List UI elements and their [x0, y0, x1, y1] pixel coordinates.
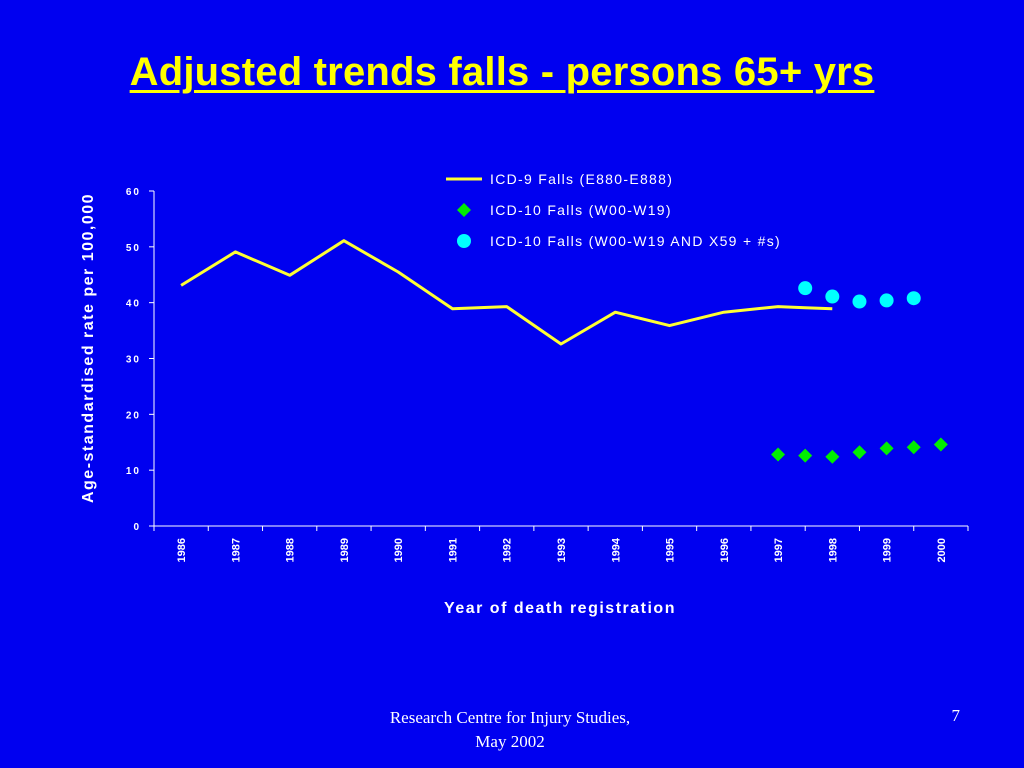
- plot-area: [180, 239, 948, 464]
- page-number: 7: [951, 706, 961, 725]
- x-tick-label: 1997: [773, 538, 785, 562]
- x-tick-label: 1995: [665, 538, 677, 562]
- data-point-icd10-diamond: [852, 445, 867, 460]
- y-tick-label: 40: [126, 299, 141, 310]
- data-point-icd10-diamond: [906, 440, 921, 455]
- y-tick-label: 20: [126, 410, 141, 421]
- x-tick-label: 1994: [610, 537, 622, 562]
- legend-label: ICD-9 Falls (E880-E888): [490, 171, 673, 187]
- legend-label: ICD-10 Falls (W00-W19 AND X59 + #s): [490, 233, 781, 249]
- footer-source: Research Centre for Injury Studies, May …: [300, 706, 720, 754]
- y-tick-label: 10: [126, 466, 141, 477]
- footer-source-line1: Research Centre for Injury Studies,: [389, 708, 631, 727]
- data-point-icd10-circle: [852, 294, 867, 309]
- x-tick-label: 1998: [827, 538, 839, 562]
- x-tick-label: 1996: [719, 538, 731, 562]
- y-tick-label: 60: [126, 187, 141, 198]
- x-tick-label: 1987: [230, 538, 242, 562]
- x-axis-title: Year of death registration: [444, 600, 676, 617]
- data-point-icd10-circle: [825, 289, 840, 304]
- x-tick-label: 1988: [285, 538, 297, 562]
- data-point-icd10-circle: [879, 293, 894, 308]
- data-point-icd10-diamond: [933, 437, 948, 452]
- legend-marker-diamond: [457, 203, 471, 217]
- legend-label: ICD-10 Falls (W00-W19): [490, 202, 672, 218]
- legend-marker-circle: [457, 234, 471, 248]
- x-tick-label: 1989: [339, 538, 351, 562]
- x-tick-label: 1992: [502, 538, 514, 562]
- series-line-icd9: [180, 239, 833, 346]
- x-tick-label: 1991: [447, 538, 459, 562]
- x-tick-label: 1986: [176, 538, 188, 562]
- x-tick-label: 2000: [936, 538, 948, 562]
- x-tick-label: 1990: [393, 538, 405, 562]
- footer-source-line2: May 2002: [475, 732, 545, 751]
- y-tick-label: 50: [126, 243, 141, 254]
- x-tick-label: 1993: [556, 538, 568, 562]
- y-tick-label: 30: [126, 355, 141, 366]
- data-point-icd10-diamond: [771, 447, 786, 462]
- y-tick-label: 0: [133, 522, 141, 533]
- data-point-icd10-diamond: [825, 449, 840, 464]
- legend: ICD-9 Falls (E880-E888) ICD-10 Falls (W00…: [446, 171, 781, 249]
- data-point-icd10-diamond: [879, 441, 894, 456]
- x-axis: 1986 1987 1988 1989 1990 1991 1992 1993 1994 1995…: [153, 525, 969, 562]
- data-point-icd10-diamond: [798, 448, 813, 463]
- data-point-icd10-circle: [906, 291, 921, 306]
- x-tick-label: 1999: [882, 538, 894, 562]
- data-point-icd10-circle: [798, 281, 813, 296]
- y-axis-title: Age-standardised rate per 100,000: [80, 193, 97, 503]
- slide-title: Adjusted trends falls - persons 65+ yrs: [129, 50, 875, 94]
- y-axis: 0 10 20 30 40 50 60: [126, 187, 155, 533]
